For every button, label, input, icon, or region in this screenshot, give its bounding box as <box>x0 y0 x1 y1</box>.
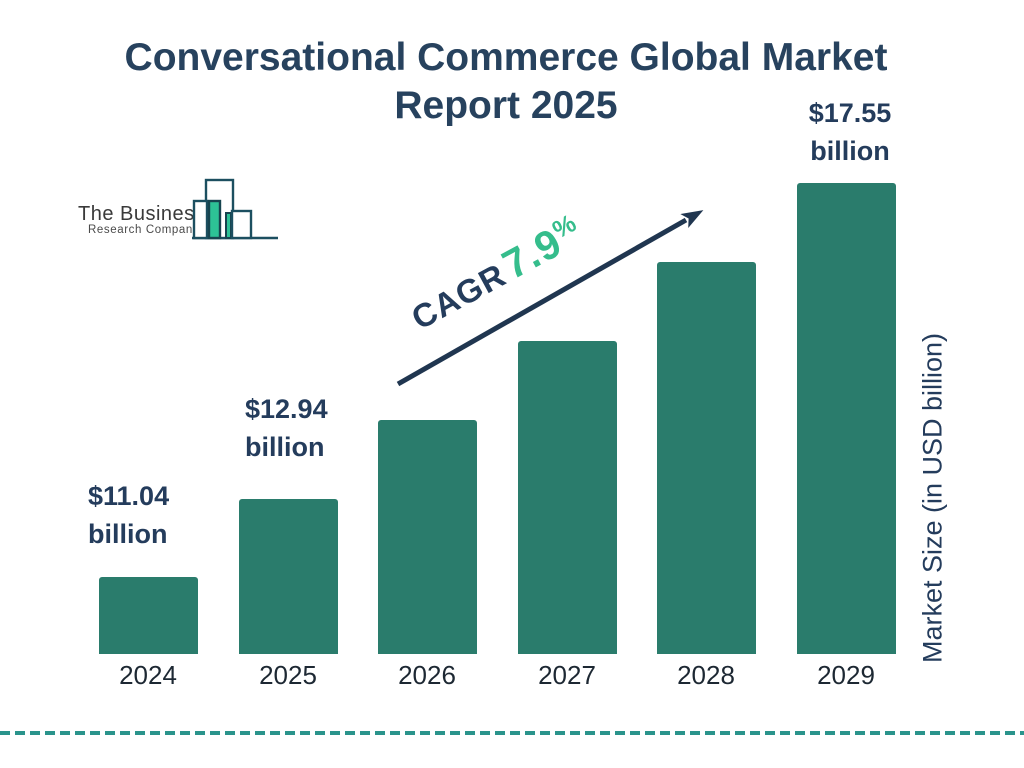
x-tick-2029: 2029 <box>817 660 875 690</box>
y-axis-label: Market Size (in USD billion) <box>917 332 948 664</box>
value-label-2024-amount: $11.04 <box>88 481 170 511</box>
value-label-2029-unit: billion <box>810 136 890 166</box>
bar-2027 <box>517 341 617 654</box>
value-label-2029: $17.55 billion <box>790 94 910 170</box>
value-label-2024: $11.04 billion <box>88 477 169 553</box>
value-label-2025-unit: billion <box>245 432 325 462</box>
x-tick-2028: 2028 <box>677 660 735 690</box>
bar-2024 <box>98 577 198 654</box>
bar-chart-plot-area <box>98 183 896 654</box>
value-label-2024-unit: billion <box>88 519 168 549</box>
bar-2026 <box>377 420 477 654</box>
x-tick-2024: 2024 <box>119 660 177 690</box>
page-title-line2: Report 2025 <box>394 84 618 127</box>
x-axis-tick-labels: 2024 2025 2026 2027 2028 2029 <box>0 660 1024 692</box>
x-tick-2027: 2027 <box>538 660 596 690</box>
value-label-2025: $12.94 billion <box>245 390 328 466</box>
bar-chart-logo-icon <box>192 178 278 240</box>
bar-2025 <box>238 499 338 654</box>
page-title: Conversational Commerce Global Market Re… <box>0 34 1012 130</box>
value-label-2029-amount: $17.55 <box>808 98 892 128</box>
x-tick-2026: 2026 <box>398 660 456 690</box>
value-label-2025-amount: $12.94 <box>245 394 328 424</box>
bar-2029 <box>796 183 896 654</box>
bar-2028 <box>656 262 756 654</box>
logo-text-line2: Research Company <box>88 224 200 236</box>
footer-dashed-divider <box>0 731 1024 735</box>
x-tick-2025: 2025 <box>259 660 317 690</box>
growth-arrow-line <box>396 210 704 387</box>
page-title-line1: Conversational Commerce Global Market <box>124 36 888 79</box>
logo-text-line1: The Business <box>78 203 206 225</box>
